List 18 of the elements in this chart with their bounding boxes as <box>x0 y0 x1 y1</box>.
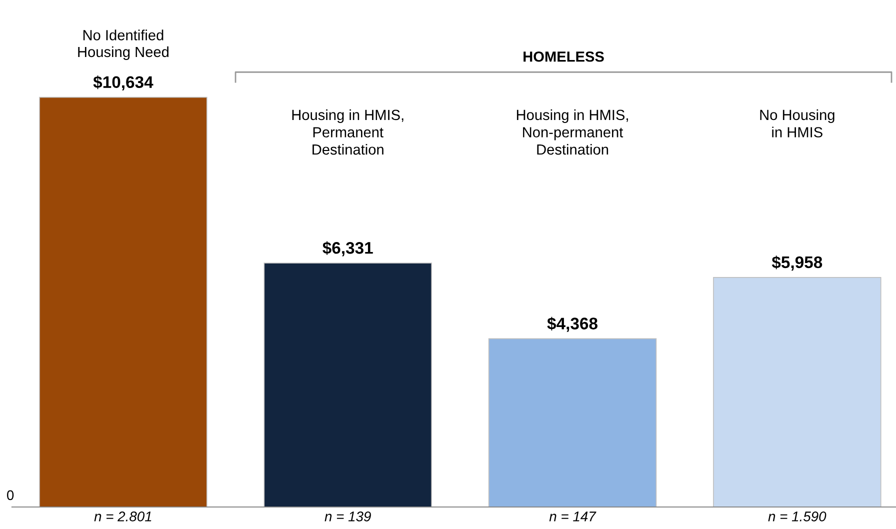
annotation: Housing in HMIS, Non-permanent Destination <box>516 109 628 155</box>
bar <box>264 262 432 507</box>
bar <box>713 277 882 507</box>
data-label: $10,634 <box>93 75 154 90</box>
bar <box>39 96 208 507</box>
bar <box>488 338 657 507</box>
data-label: $4,368 <box>547 316 598 332</box>
annotation: 0 <box>6 490 14 500</box>
text: HOMELESS <box>524 51 604 62</box>
data-label: $5,958 <box>772 256 822 271</box>
text: No Identified Housing Need <box>78 30 168 60</box>
annotation: No Housing in HMIS <box>760 109 834 138</box>
x-tick-label: n = 147 <box>549 512 596 522</box>
x-tick-label: n = 139 <box>324 512 371 522</box>
x-tick-label: n = 1.590 <box>768 512 826 522</box>
x-tick-label: n = 2.801 <box>94 512 152 522</box>
annotation: Housing in HMIS, Permanent Destination <box>292 109 404 155</box>
data-label: $6,331 <box>322 241 373 256</box>
